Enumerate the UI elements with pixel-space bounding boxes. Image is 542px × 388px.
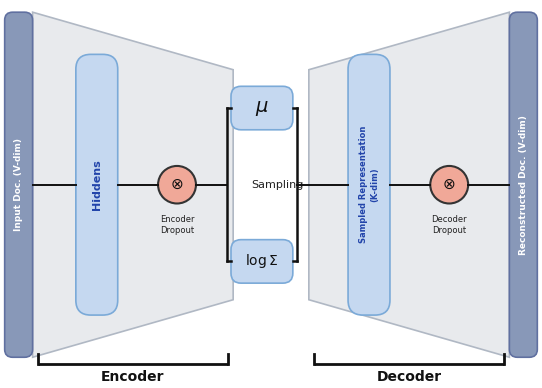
Text: Sampled Representation
(K-dim): Sampled Representation (K-dim) [359, 126, 379, 243]
FancyBboxPatch shape [348, 54, 390, 315]
Circle shape [158, 166, 196, 203]
Polygon shape [33, 12, 233, 357]
Text: Decoder: Decoder [377, 370, 442, 384]
FancyBboxPatch shape [76, 54, 118, 315]
Text: Encoder: Encoder [101, 370, 165, 384]
FancyBboxPatch shape [231, 240, 293, 283]
FancyBboxPatch shape [5, 12, 33, 357]
Text: Sampling: Sampling [251, 180, 304, 190]
Text: Reconstructed Doc. (V-dim): Reconstructed Doc. (V-dim) [519, 115, 528, 255]
Text: ⊗: ⊗ [443, 177, 456, 192]
Text: Encoder
Dropout: Encoder Dropout [160, 215, 194, 236]
Circle shape [430, 166, 468, 203]
Text: ⊗: ⊗ [171, 177, 183, 192]
Text: Hiddens: Hiddens [92, 159, 102, 210]
FancyBboxPatch shape [509, 12, 537, 357]
Polygon shape [309, 12, 509, 357]
Text: Decoder
Dropout: Decoder Dropout [431, 215, 467, 236]
Text: Input Doc. (V-dim): Input Doc. (V-dim) [14, 138, 23, 231]
Text: $\mu$: $\mu$ [255, 99, 269, 118]
Text: $\log \Sigma$: $\log \Sigma$ [246, 253, 279, 270]
FancyBboxPatch shape [231, 86, 293, 130]
